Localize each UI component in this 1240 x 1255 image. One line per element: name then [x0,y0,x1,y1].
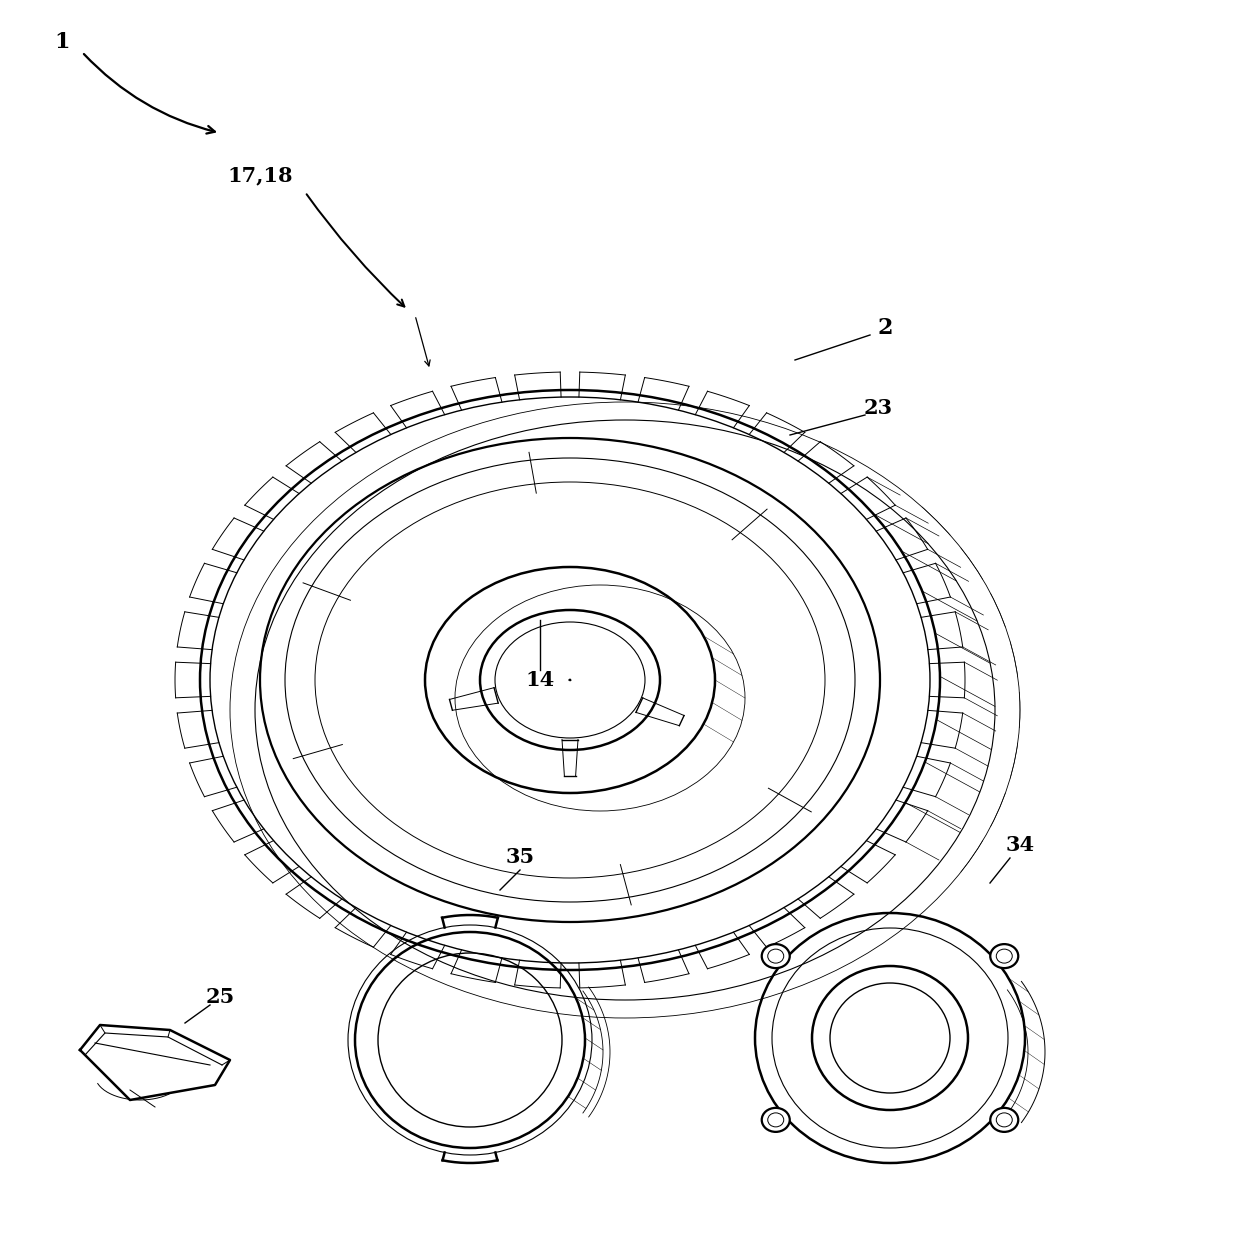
Text: 23: 23 [863,398,893,418]
Text: 1: 1 [55,31,69,53]
Text: 14: 14 [526,670,554,690]
Ellipse shape [761,1108,790,1132]
Text: 25: 25 [206,986,234,1007]
Text: 35: 35 [506,847,534,867]
Text: 17,18: 17,18 [227,164,293,184]
Text: 34: 34 [1006,835,1034,855]
Ellipse shape [991,1108,1018,1132]
Text: 2: 2 [877,318,893,339]
Ellipse shape [991,944,1018,968]
Ellipse shape [761,944,790,968]
